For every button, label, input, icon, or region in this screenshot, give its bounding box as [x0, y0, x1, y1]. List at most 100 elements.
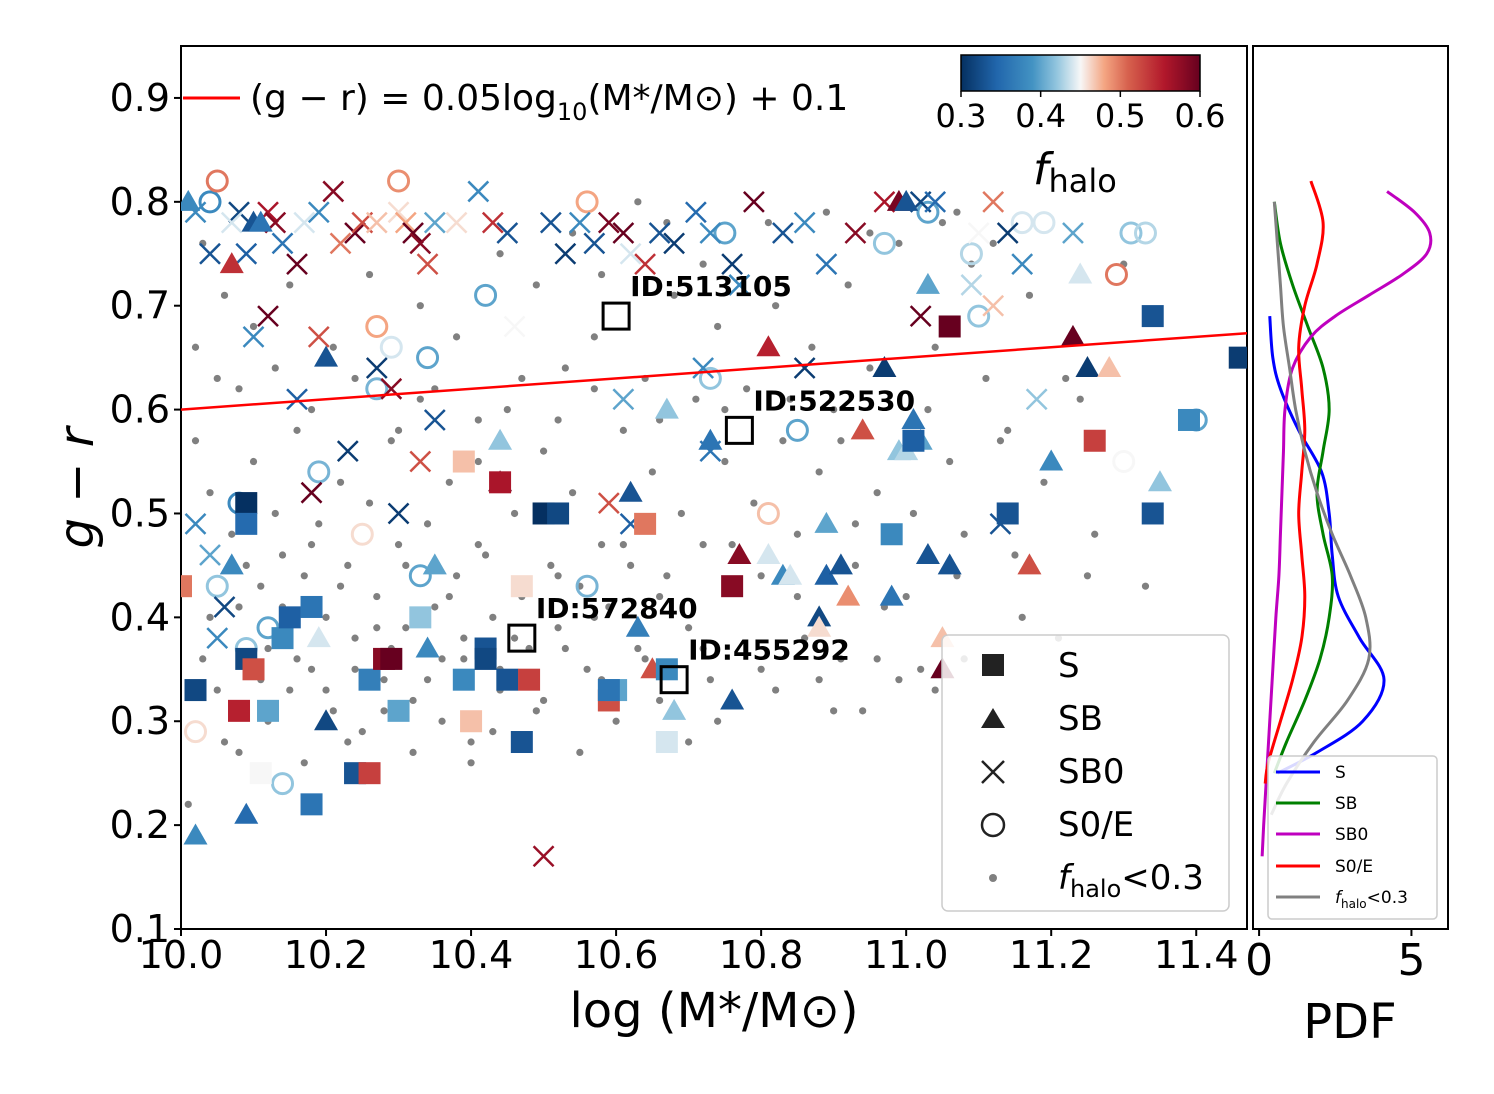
data-point-triangle: [814, 563, 839, 585]
data-point-x: [409, 450, 432, 473]
data-point-triangle: [807, 615, 832, 637]
pdf-curve-sb0: [1260, 190, 1433, 857]
data-point-x: [960, 274, 983, 296]
data-point-x: [793, 357, 816, 379]
data-point-triangle: [814, 511, 839, 533]
data-point-square: [181, 575, 192, 598]
data-point-dot: [1018, 613, 1026, 621]
line-legend: (g − r) = 0.05log10(M*/M⊙) + 0.1: [183, 78, 848, 126]
data-point-dot: [837, 655, 845, 663]
data-point-x: [336, 440, 359, 463]
data-point-dot: [859, 707, 867, 715]
data-point-x: [416, 253, 439, 276]
data-point-dot: [721, 405, 729, 414]
x-tick-label: 10.6: [574, 933, 659, 977]
data-point-triangle: [756, 543, 781, 565]
data-point-dot: [293, 426, 301, 434]
marker-legend: S SB SB0 S0/E fhalo<0.3: [941, 634, 1230, 912]
data-point-dot: [242, 561, 250, 570]
data-point-dot: [489, 613, 497, 621]
data-point-x: [293, 211, 316, 234]
y-tick-label: 0.2: [110, 803, 170, 847]
data-point-circle: [365, 377, 389, 401]
data-point-x: [663, 232, 685, 255]
data-point-circle: [408, 564, 432, 588]
y-axis-ticks: 0.1 0.2 0.3 0.4 0.5 0.6 0.7 0.8 0.9: [110, 76, 181, 951]
data-point-square: [880, 523, 903, 546]
data-point-dot: [351, 665, 359, 673]
data-point-x: [1025, 388, 1048, 411]
data-point-square: [489, 471, 512, 494]
data-point-square: [1083, 429, 1106, 452]
data-point-circle: [198, 190, 222, 214]
legend-triangle-marker: [981, 708, 1005, 728]
data-point-square: [996, 502, 1019, 525]
data-point-dot: [249, 322, 258, 331]
data-point-dot: [329, 343, 337, 351]
data-point-x: [344, 222, 366, 244]
data-point-dot: [793, 592, 801, 601]
data-point-square: [460, 710, 483, 733]
data-point-dot: [300, 572, 308, 580]
data-point-square: [518, 668, 541, 691]
data-point-dot: [648, 468, 656, 476]
data-point-circle: [307, 460, 331, 484]
pdf-curve-fhalo03: [1269, 201, 1372, 816]
data-point-square: [409, 606, 432, 629]
data-point-dot: [206, 613, 214, 621]
data-point-dot: [1011, 551, 1019, 559]
main-plot: ID:513105 ID:522530 ID:572840 ID:455292 10.…: [49, 45, 1248, 1039]
data-point-circle: [1133, 221, 1157, 245]
pdf-x-tick-label: 0: [1245, 935, 1273, 986]
highlight-box: [507, 623, 537, 653]
data-point-dot: [1083, 572, 1092, 580]
data-point-x: [612, 222, 635, 244]
highlight-id-label: ID:513105: [630, 270, 792, 303]
data-point-dot: [329, 707, 337, 715]
data-point-triangle: [422, 553, 447, 575]
data-point-dot: [503, 405, 511, 414]
data-point-circle: [205, 574, 229, 598]
data-point-dot: [409, 748, 417, 757]
colorbar-tick-label: 0.3: [936, 97, 987, 135]
legend-square-marker: [982, 654, 1004, 676]
data-point-dot: [213, 686, 221, 694]
data-point-dot: [532, 707, 540, 715]
data-point-square: [655, 731, 678, 754]
data-point-square: [510, 731, 533, 754]
data-point-dot: [931, 343, 939, 351]
data-point-triangle: [1017, 553, 1042, 575]
data-point-dot: [438, 655, 446, 663]
data-point-circle: [350, 522, 374, 546]
data-point-dot: [249, 457, 258, 466]
data-point-dot: [634, 198, 642, 206]
data-point-dot: [576, 748, 584, 757]
data-point-dot: [286, 281, 294, 289]
data-point-circle: [379, 335, 403, 359]
data-point-dot: [423, 676, 432, 684]
data-point-dot: [656, 592, 664, 601]
data-point-dot: [286, 686, 294, 694]
data-point-dot: [220, 291, 229, 299]
data-point-square: [452, 450, 475, 473]
data-point-dot: [554, 572, 562, 580]
data-point-triangle: [894, 189, 919, 211]
data-point-dot: [692, 395, 700, 403]
data-point-square: [1141, 502, 1164, 525]
data-point-square: [597, 679, 620, 702]
y-tick-label: 0.6: [110, 388, 170, 432]
data-point-dot: [365, 499, 374, 507]
data-point-square: [938, 315, 961, 338]
highlight-id-label: ID:455292: [688, 634, 850, 667]
data-point-circle: [184, 720, 208, 744]
data-point-triangle: [488, 428, 513, 450]
data-point-x: [365, 211, 388, 234]
data-point-dot: [344, 738, 352, 746]
data-point-dot: [1062, 374, 1070, 383]
data-point-square: [271, 627, 294, 650]
data-point-x: [996, 222, 1019, 244]
data-point-dot: [409, 696, 417, 705]
y-tick-label: 0.5: [110, 491, 170, 535]
data-point-dot: [873, 489, 881, 497]
data-point-dot: [612, 717, 620, 725]
